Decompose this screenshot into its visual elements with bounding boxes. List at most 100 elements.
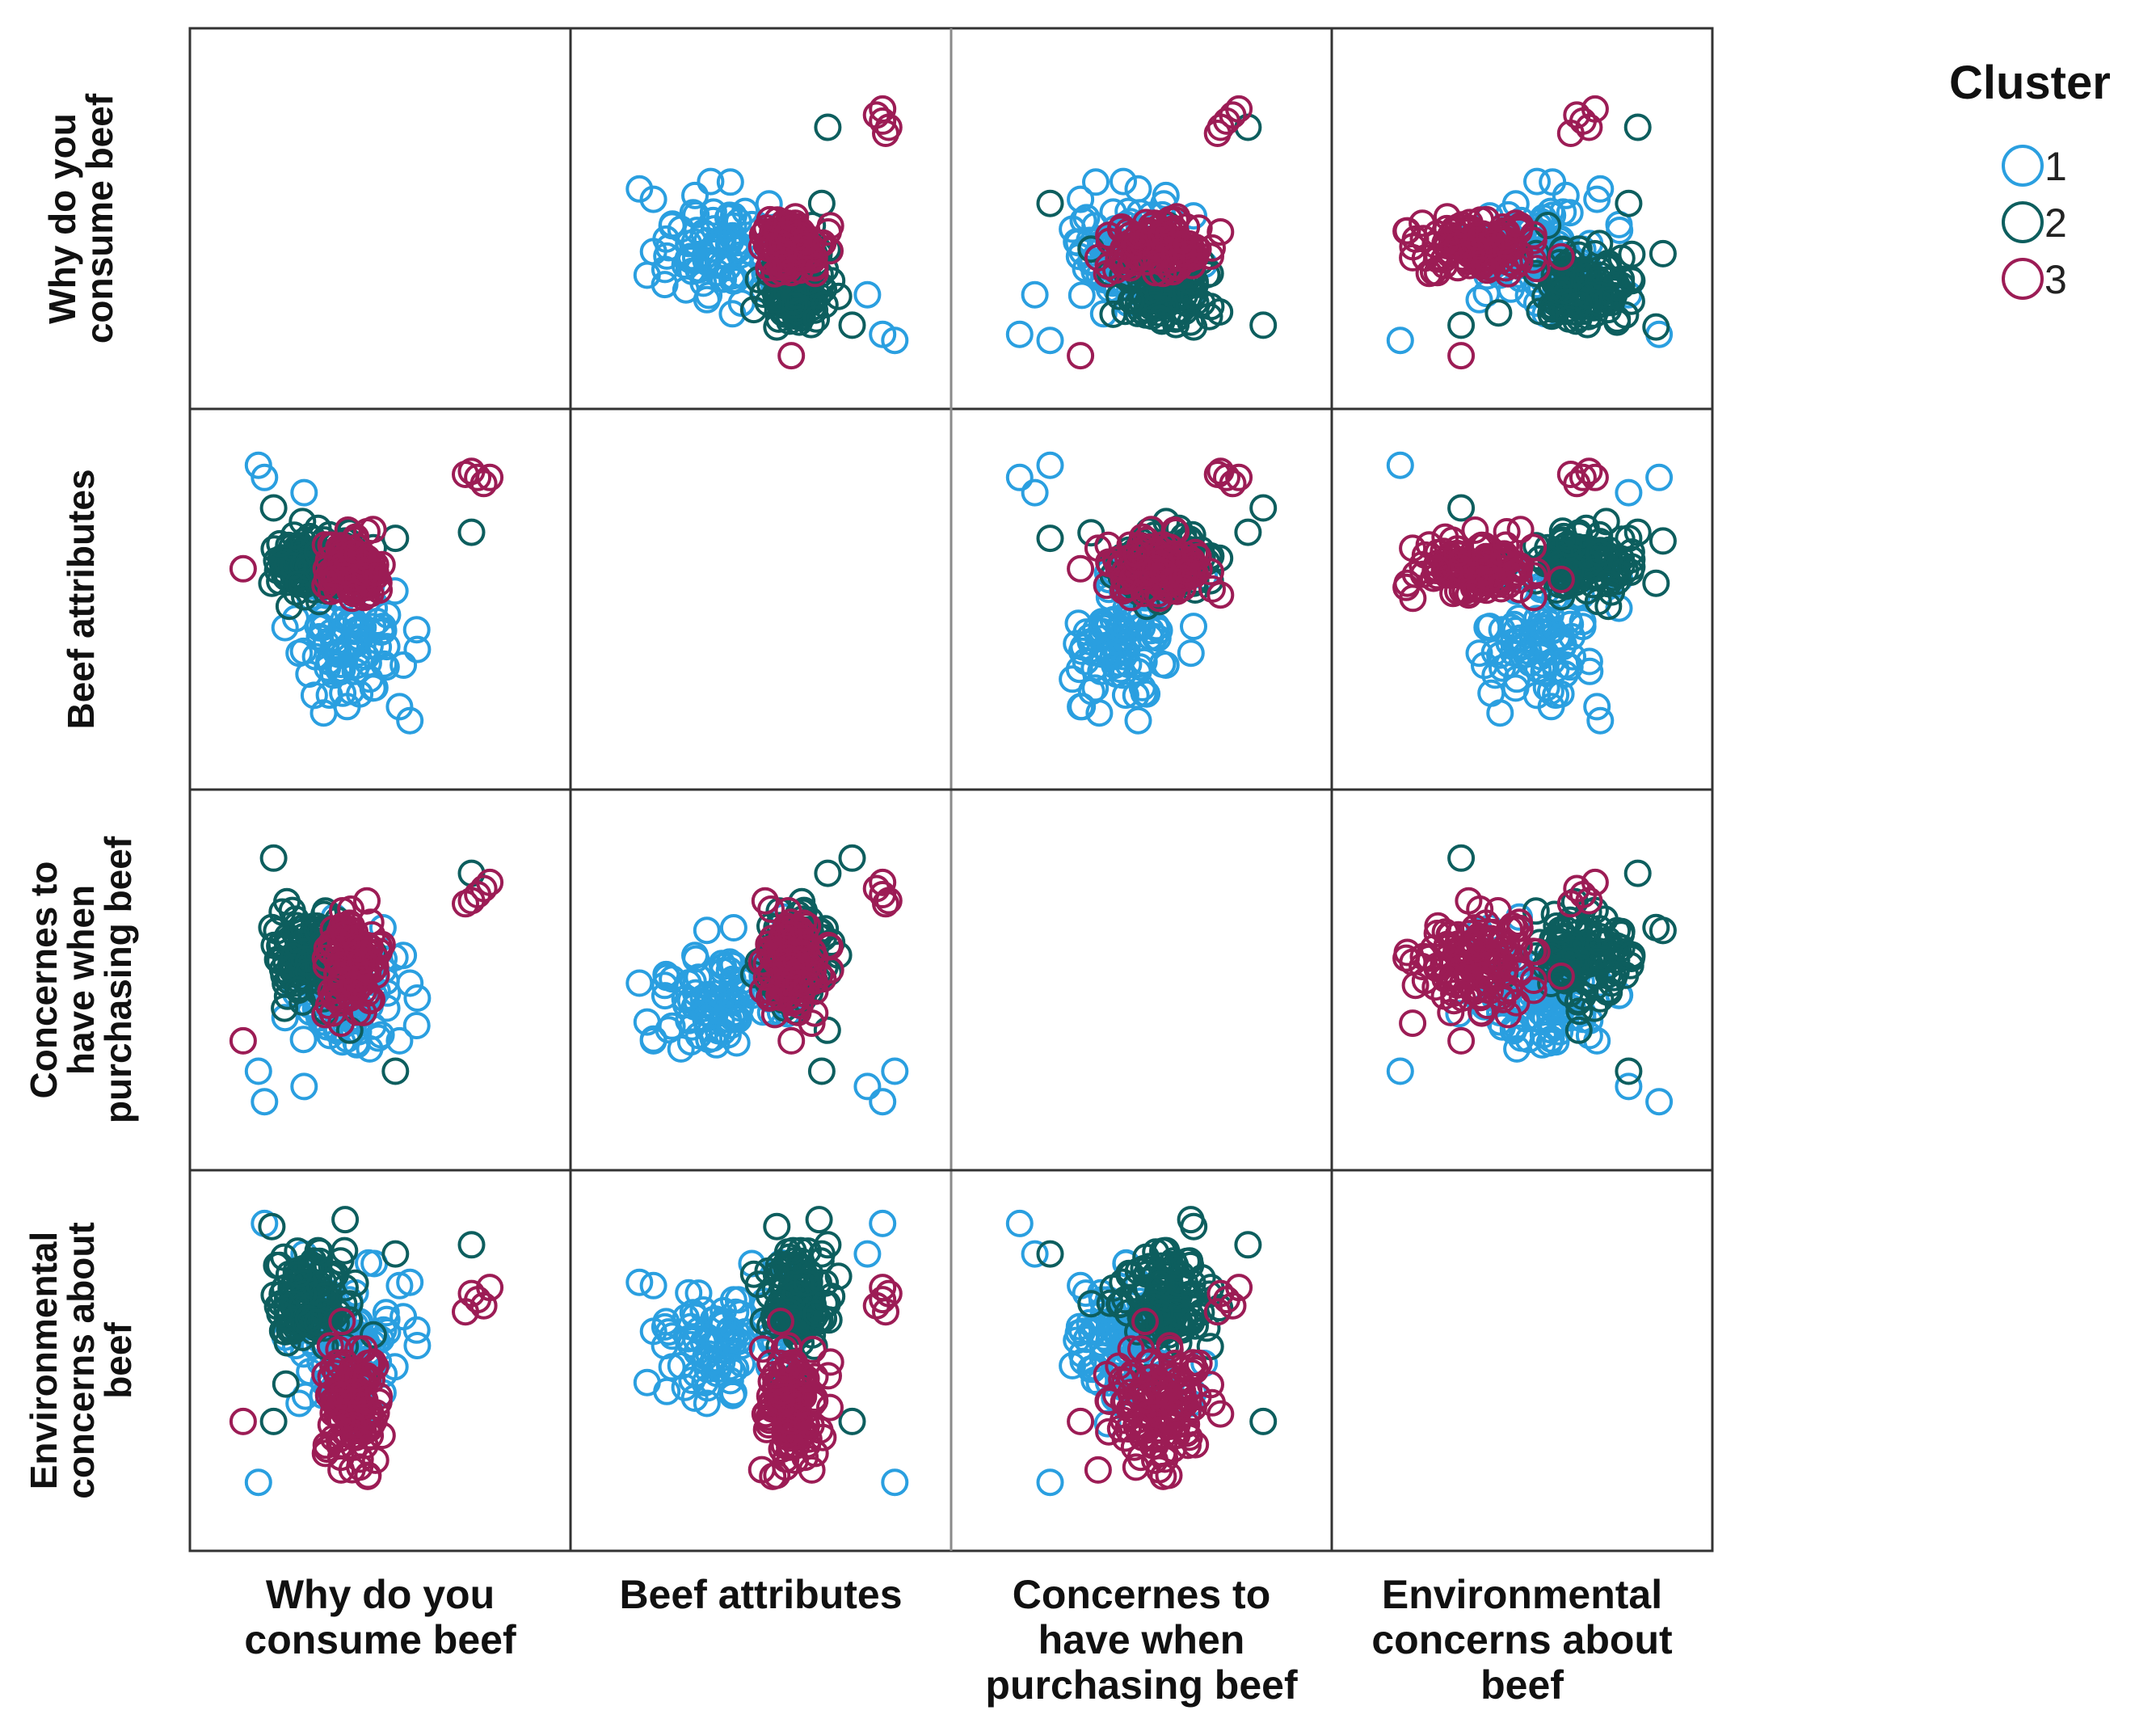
x-axis-label: consume beef	[244, 1617, 516, 1662]
point-cluster-2	[1555, 947, 1583, 975]
point-cluster-1	[1087, 657, 1115, 685]
point-cluster-2	[1145, 1270, 1173, 1299]
point-cluster-3	[747, 948, 776, 976]
point-cluster-2	[270, 1243, 298, 1271]
point-cluster-3	[801, 1439, 829, 1468]
point-cluster-3	[768, 230, 796, 259]
point-cluster-3	[229, 554, 257, 583]
point-cluster-3	[1492, 531, 1520, 559]
point-cluster-1	[1486, 699, 1514, 727]
point-cluster-1	[718, 300, 747, 328]
point-cluster-3	[1506, 516, 1535, 544]
point-cluster-2	[1546, 538, 1574, 567]
points-layer	[229, 95, 1677, 1497]
point-cluster-2	[1534, 212, 1562, 239]
point-cluster-3	[1393, 217, 1421, 245]
point-cluster-2	[1618, 267, 1646, 295]
point-cluster-2	[1171, 297, 1199, 326]
point-cluster-1	[704, 248, 732, 276]
point-cluster-3	[773, 944, 802, 972]
point-cluster-1	[333, 693, 361, 721]
point-cluster-3	[773, 209, 802, 238]
point-cluster-3	[340, 1378, 368, 1405]
point-cluster-3	[785, 1380, 813, 1408]
point-cluster-1	[290, 1072, 318, 1101]
point-cluster-2	[284, 1261, 313, 1288]
point-cluster-3	[757, 895, 785, 923]
point-cluster-1	[372, 1299, 400, 1327]
point-cluster-3	[1137, 1348, 1165, 1376]
point-cluster-2	[1151, 292, 1179, 319]
point-cluster-3	[768, 1378, 796, 1405]
point-cluster-1	[322, 628, 351, 656]
point-cluster-3	[777, 342, 806, 370]
point-cluster-3	[1122, 1411, 1151, 1439]
point-cluster-1	[289, 1026, 318, 1054]
point-cluster-2	[289, 913, 318, 942]
point-cluster-1	[716, 1012, 744, 1039]
point-cluster-3	[777, 259, 806, 287]
point-cluster-1	[1465, 285, 1493, 314]
point-cluster-2	[1623, 113, 1652, 141]
point-cluster-3	[361, 944, 390, 972]
point-cluster-2	[805, 1206, 833, 1234]
point-cluster-2	[1594, 286, 1622, 314]
point-cluster-1	[349, 613, 377, 642]
point-cluster-2	[272, 1370, 300, 1398]
point-cluster-1	[710, 265, 738, 293]
point-cluster-2	[1134, 1274, 1161, 1302]
point-cluster-1	[244, 1057, 272, 1085]
point-cluster-1	[693, 1389, 721, 1418]
point-cluster-2	[1117, 286, 1145, 314]
point-cluster-3	[1141, 1431, 1169, 1460]
point-cluster-1	[1615, 478, 1643, 507]
point-cluster-2	[1585, 539, 1614, 567]
point-cluster-3	[1581, 95, 1609, 123]
point-cluster-3	[1142, 244, 1170, 272]
point-cluster-1	[692, 1342, 720, 1371]
y-axis-label: beef	[97, 1322, 139, 1399]
point-cluster-2	[1195, 1280, 1223, 1308]
point-cluster-1	[1068, 1317, 1097, 1346]
point-cluster-3	[1477, 564, 1505, 592]
point-cluster-1	[675, 1006, 703, 1034]
point-cluster-1	[1005, 1209, 1034, 1237]
point-cluster-3	[1581, 868, 1609, 896]
point-cluster-1	[368, 613, 397, 641]
point-cluster-2	[824, 1262, 853, 1291]
point-cluster-2	[1607, 244, 1636, 272]
point-cluster-3	[1462, 946, 1490, 975]
point-cluster-1	[1615, 1072, 1643, 1101]
point-cluster-2	[457, 1231, 486, 1259]
point-cluster-3	[1219, 1291, 1247, 1320]
point-cluster-1	[1081, 674, 1110, 702]
y-axis-label: consume beef	[78, 93, 120, 343]
point-cluster-3	[785, 1406, 814, 1434]
point-cluster-3	[1433, 203, 1461, 231]
point-cluster-2	[802, 1300, 831, 1328]
point-cluster-3	[751, 887, 779, 915]
point-cluster-3	[1122, 539, 1151, 567]
point-cluster-3	[1219, 101, 1247, 129]
point-cluster-1	[305, 613, 333, 642]
point-cluster-3	[1493, 518, 1521, 546]
point-cluster-2	[259, 1407, 288, 1435]
point-cluster-3	[1547, 242, 1575, 271]
point-cluster-3	[1124, 1380, 1152, 1408]
point-cluster-1	[1645, 463, 1674, 491]
point-cluster-1	[1069, 1347, 1097, 1375]
point-cluster-1	[1122, 681, 1150, 710]
point-cluster-2	[1649, 527, 1677, 555]
point-cluster-3	[777, 1026, 806, 1055]
legend-marker-3	[2002, 258, 2044, 300]
point-cluster-2	[794, 1308, 822, 1337]
point-cluster-3	[815, 1362, 842, 1390]
point-cluster-2	[814, 1231, 842, 1259]
point-cluster-1	[1556, 199, 1584, 227]
point-cluster-1	[659, 210, 687, 238]
point-cluster-1	[881, 1057, 909, 1085]
point-cluster-2	[280, 552, 307, 579]
point-cluster-3	[767, 1308, 794, 1336]
point-cluster-3	[1149, 558, 1177, 587]
